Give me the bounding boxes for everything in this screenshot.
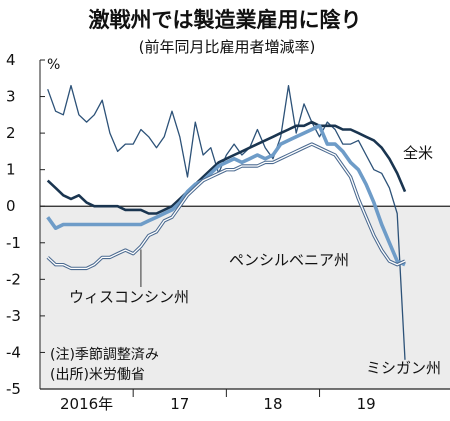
series-label-2: ペンシルベニア州 — [229, 251, 349, 269]
chart-title: 激戦州では製造業雇用に陰り — [89, 8, 362, 32]
series-label-3: ウィスコンシン州 — [69, 288, 189, 306]
note-source: (出所)米労働省 — [50, 367, 145, 383]
y-tick-label: 3 — [6, 88, 16, 106]
x-tick-label: 2016年 — [60, 395, 113, 413]
y-tick-label: 2 — [6, 124, 16, 142]
y-tick-label: -3 — [6, 307, 21, 325]
y-tick-label: 0 — [6, 197, 16, 215]
y-tick-label: -1 — [6, 234, 21, 252]
negative-region-shading — [40, 206, 450, 389]
chart-subtitle: (前年同月比雇用者増減率) — [139, 38, 316, 56]
y-tick-label: 4 — [6, 51, 16, 69]
note-adjusted: (注)季節調整済み — [50, 346, 159, 363]
y-tick-label: -5 — [6, 380, 21, 398]
series-label-1: 全米 — [403, 144, 433, 162]
y-axis-unit: % — [47, 57, 60, 73]
y-tick-label: 1 — [6, 161, 16, 179]
x-tick-label: 18 — [263, 395, 282, 413]
y-tick-label: -2 — [6, 270, 21, 288]
y-tick-label: -4 — [6, 343, 21, 361]
x-tick-label: 19 — [357, 395, 376, 413]
series-line-3 — [46, 124, 406, 267]
series-label-4: ミシガン州 — [366, 359, 441, 377]
series-line-2 — [46, 120, 407, 215]
series-line-4-inner — [47, 143, 406, 270]
series-line-1 — [47, 84, 406, 360]
x-tick-label: 17 — [170, 395, 189, 413]
